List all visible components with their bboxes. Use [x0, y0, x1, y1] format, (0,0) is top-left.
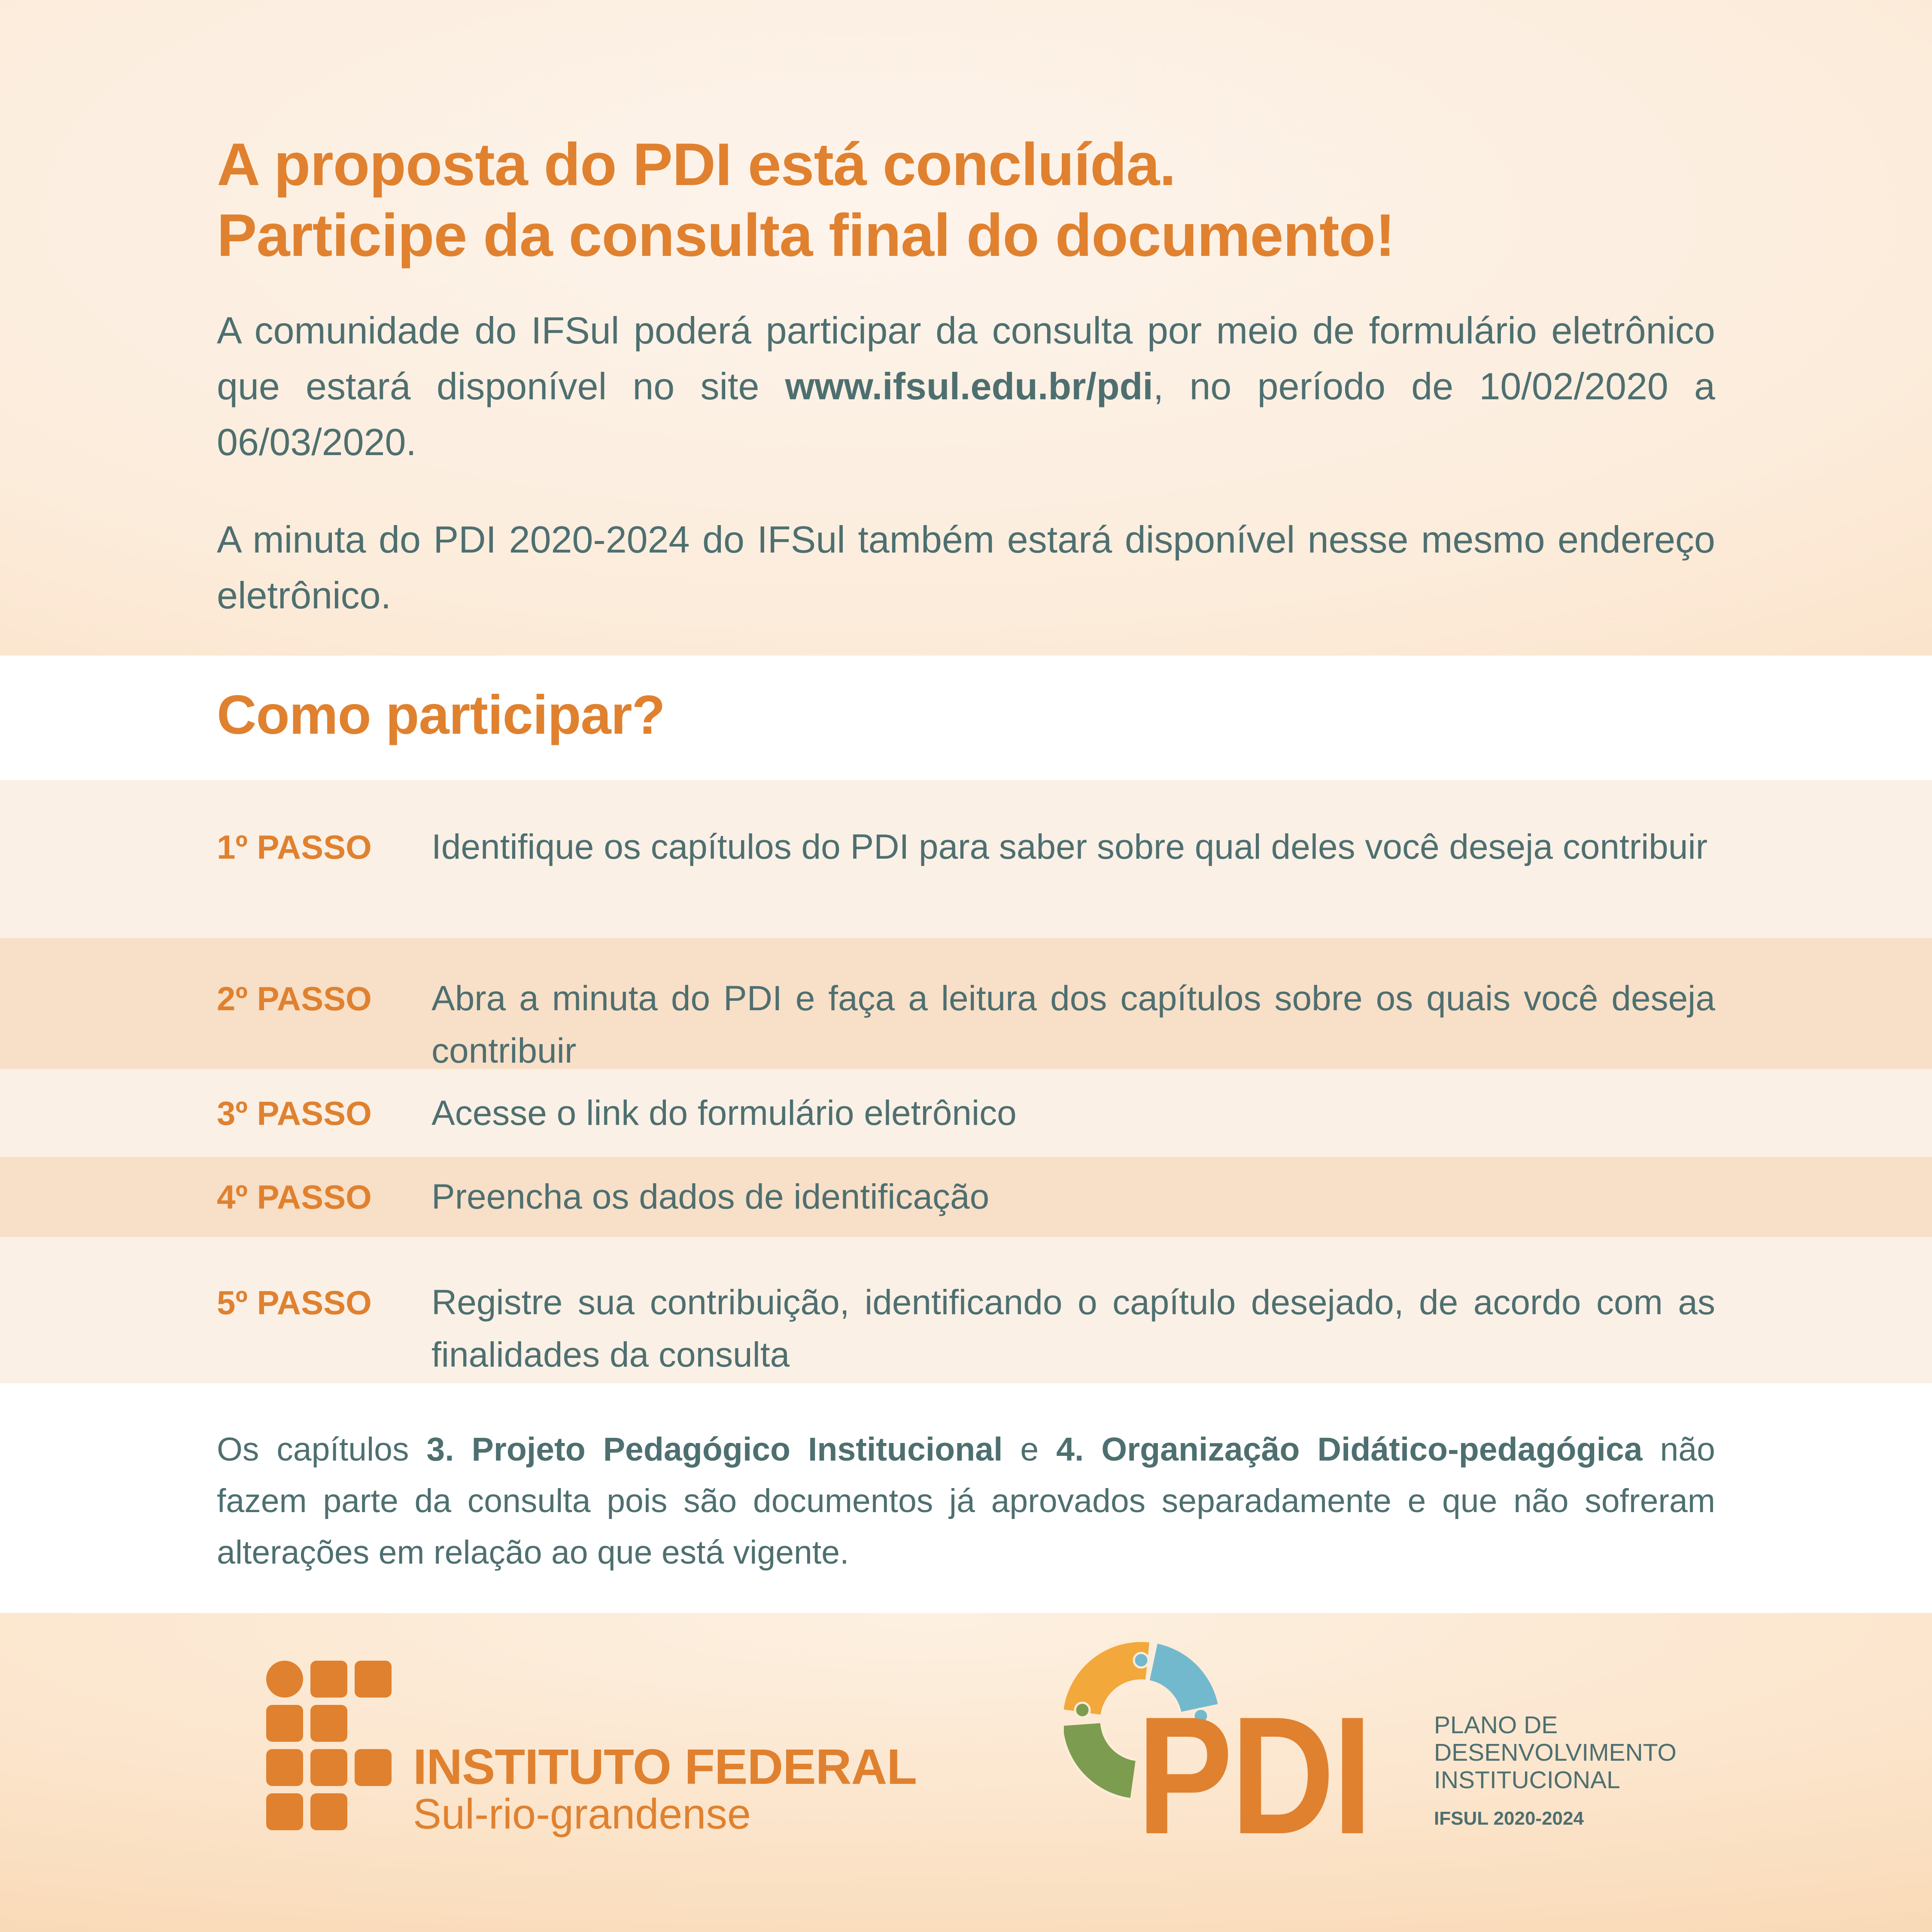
step-row-3 — [0, 1069, 1932, 1157]
ifsul-logo-subname: Sul-rio-grandense — [413, 1790, 751, 1838]
intro-p1-period: , no período de 10/02/2020 a 06/03/2020. — [217, 365, 1715, 463]
step-row-5 — [0, 1237, 1932, 1383]
ifsul-logo-icon — [266, 1661, 392, 1832]
header-section — [0, 0, 1932, 656]
how-heading-band — [0, 656, 1932, 780]
step-row-1 — [0, 780, 1932, 938]
step-row-2 — [0, 938, 1932, 1069]
pdi-site-url: www.ifsul.edu.br/pdi — [785, 365, 1153, 407]
step-row-4 — [0, 1157, 1932, 1237]
step-4-text: Preencha os dados de identificação — [431, 1177, 990, 1216]
pdi-desc-line2: DESENVOLVIMENTO — [1434, 1739, 1677, 1766]
intro-paragraph-2: A minuta do PDI 2020-2024 do IFSul també… — [217, 518, 1715, 617]
step-2-text: Abra a minuta do PDI e faça a leitura do… — [431, 979, 1715, 1070]
pdi-desc-line3: INSTITUCIONAL — [1434, 1766, 1620, 1794]
step-5-label: 5º PASSO — [217, 1284, 372, 1321]
step-5-text: Registre sua contribuição, identificando… — [431, 1283, 1715, 1374]
chapters-note: Os capítulos 3. Projeto Pedagógico Insti… — [217, 1431, 1715, 1571]
note-chapter-4: 4. Organização Didático-pedagógica — [1056, 1431, 1643, 1468]
page-title: A proposta do PDI está concluída. Partic… — [217, 129, 1771, 270]
step-4-label: 4º PASSO — [217, 1178, 372, 1216]
step-1-label: 1º PASSO — [217, 828, 372, 866]
ifsul-logo-name: INSTITUTO FEDERAL — [413, 1739, 917, 1795]
page-title-line1: A proposta do PDI está concluída. — [217, 131, 1176, 198]
pdi-desc-line1: PLANO DE — [1434, 1711, 1558, 1739]
step-3-label: 3º PASSO — [217, 1094, 372, 1132]
intro-p1-text: A comunidade do IFSul poderá participar … — [217, 309, 1715, 407]
step-1-text: Identifique os capítulos do PDI para sab… — [431, 827, 1708, 866]
note-chapter-3: 3. Projeto Pedagógico Institucional — [426, 1431, 1003, 1468]
pdi-logo-subtitle: IFSUL 2020-2024 — [1434, 1808, 1584, 1829]
puzzle-piece-blue-icon — [1149, 1643, 1218, 1713]
puzzle-piece-green-icon — [1063, 1722, 1136, 1798]
step-3-text: Acesse o link do formulário eletrônico — [431, 1094, 1017, 1133]
pdi-puzzle-icon — [1060, 1637, 1223, 1804]
step-2-label: 2º PASSO — [217, 980, 372, 1018]
note-section — [0, 1383, 1932, 1613]
how-heading: Como participar? — [217, 684, 665, 746]
intro-paragraph-1: A comunidade do IFSul poderá participar … — [217, 303, 1715, 470]
pdi-logo-description: PLANO DE DESENVOLVIMENTO INSTITUCIONAL I… — [1434, 1711, 1677, 1832]
page-title-line2: Participe da consulta final do documento… — [217, 201, 1395, 269]
pdi-logo-acronym: PDI — [1137, 1682, 1373, 1869]
